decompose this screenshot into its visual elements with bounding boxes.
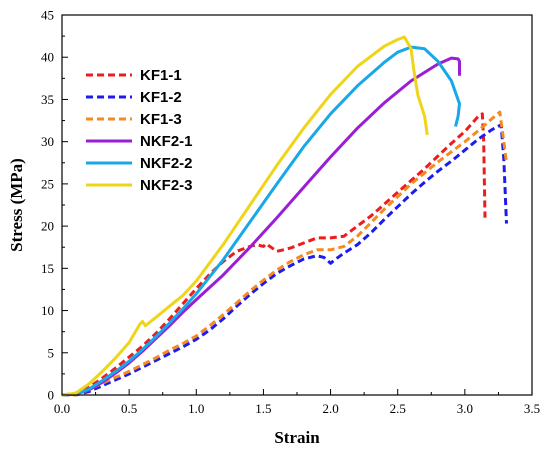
legend: KF1-1 KF1-2 KF1-3 NKF2-1 NKF2-2 NKF2-3	[86, 67, 193, 194]
y-tick-label: 40	[41, 50, 54, 65]
y-tick-label: 20	[41, 219, 54, 234]
legend-label-nkf2-3: NKF2-3	[140, 177, 193, 194]
x-tick-label: 2.5	[390, 401, 406, 416]
series-line-kf1-2	[62, 123, 508, 397]
x-tick-label: 0.0	[54, 401, 70, 416]
y-tick-label: 35	[41, 92, 54, 107]
y-tick-label: 10	[41, 303, 54, 318]
x-tick-label: 2.0	[322, 401, 338, 416]
legend-label-nkf2-2: NKF2-2	[140, 155, 193, 172]
y-tick-label: 15	[41, 261, 54, 276]
tick-layer: 0.0 0.5 1.0 1.5 2.0 2.5 3.0 3.5 0 5 10 15 20 25 30 35 40…	[41, 8, 540, 417]
x-tick-label: 3.5	[524, 401, 540, 416]
legend-label-kf1-1: KF1-1	[140, 67, 182, 84]
series-layer	[61, 35, 508, 397]
x-axis-title: Strain	[274, 428, 320, 447]
series-line-kf1-1	[61, 112, 487, 397]
x-tick-label: 1.5	[255, 401, 271, 416]
y-tick-label: 25	[41, 176, 54, 191]
y-tick-label: 0	[48, 388, 55, 403]
series-line-kf1-3	[62, 110, 508, 397]
legend-label-kf1-3: KF1-3	[140, 111, 182, 128]
legend-label-kf1-2: KF1-2	[140, 89, 182, 106]
x-tick-label: 1.0	[188, 401, 204, 416]
series-line-nkf2-3	[61, 35, 429, 397]
legend-label-nkf2-1: NKF2-1	[140, 133, 193, 150]
y-axis-title: Stress (MPa)	[7, 158, 26, 252]
y-tick-label: 45	[41, 8, 54, 23]
x-tick-label: 3.0	[457, 401, 473, 416]
y-tick-label: 5	[48, 345, 55, 360]
series-line-nkf2-1	[61, 56, 461, 397]
y-tick-label: 30	[41, 134, 54, 149]
series-line-nkf2-2	[61, 45, 461, 397]
x-tick-label: 0.5	[121, 401, 137, 416]
